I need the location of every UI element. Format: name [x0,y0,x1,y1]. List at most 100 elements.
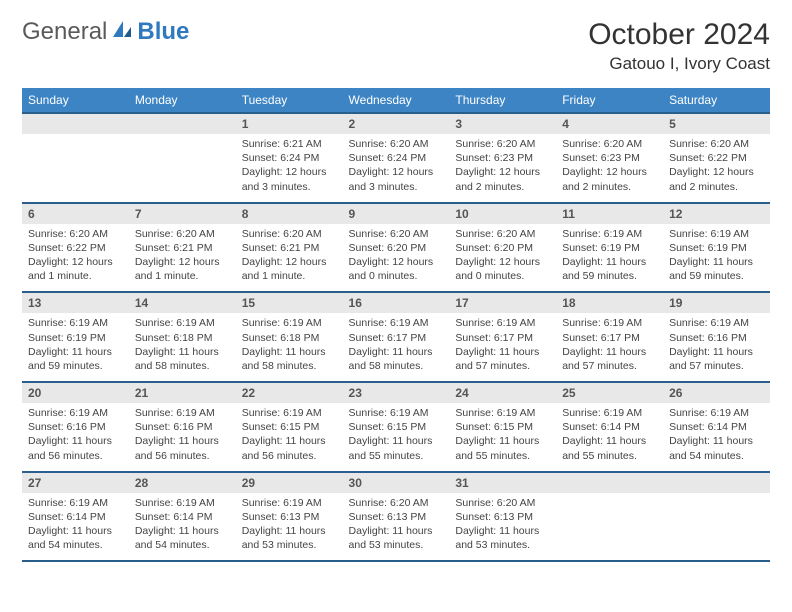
day-body: Sunrise: 6:20 AMSunset: 6:22 PMDaylight:… [663,134,770,202]
sunrise-line: Sunrise: 6:19 AM [562,406,657,420]
sunrise-line: Sunrise: 6:20 AM [349,227,444,241]
logo-text-blue: Blue [137,18,189,46]
calendar-row: 13Sunrise: 6:19 AMSunset: 6:19 PMDayligh… [22,292,770,382]
day-number: 28 [129,473,236,493]
calendar-cell: 8Sunrise: 6:20 AMSunset: 6:21 PMDaylight… [236,203,343,293]
empty-day [663,473,770,493]
daylight-line: Daylight: 11 hours and 54 minutes. [669,434,764,462]
day-number: 9 [343,204,450,224]
day-number: 12 [663,204,770,224]
day-body: Sunrise: 6:20 AMSunset: 6:23 PMDaylight:… [556,134,663,202]
day-body: Sunrise: 6:19 AMSunset: 6:16 PMDaylight:… [129,403,236,471]
sunset-line: Sunset: 6:15 PM [455,420,550,434]
sunset-line: Sunset: 6:18 PM [135,331,230,345]
calendar-cell: 1Sunrise: 6:21 AMSunset: 6:24 PMDaylight… [236,113,343,203]
daylight-line: Daylight: 11 hours and 57 minutes. [455,345,550,373]
sunrise-line: Sunrise: 6:19 AM [135,316,230,330]
sunset-line: Sunset: 6:14 PM [562,420,657,434]
logo: General Blue [22,18,189,46]
calendar-cell [556,472,663,562]
day-body: Sunrise: 6:19 AMSunset: 6:17 PMDaylight:… [449,313,556,381]
sunrise-line: Sunrise: 6:19 AM [669,227,764,241]
calendar-row: 27Sunrise: 6:19 AMSunset: 6:14 PMDayligh… [22,472,770,562]
sunrise-line: Sunrise: 6:19 AM [669,316,764,330]
daylight-line: Daylight: 12 hours and 3 minutes. [349,165,444,193]
sunrise-line: Sunrise: 6:19 AM [28,316,123,330]
sunset-line: Sunset: 6:23 PM [455,151,550,165]
daylight-line: Daylight: 11 hours and 54 minutes. [28,524,123,552]
day-body: Sunrise: 6:19 AMSunset: 6:15 PMDaylight:… [236,403,343,471]
day-body: Sunrise: 6:20 AMSunset: 6:24 PMDaylight:… [343,134,450,202]
page-title: October 2024 [588,18,770,52]
daylight-line: Daylight: 11 hours and 59 minutes. [28,345,123,373]
daylight-line: Daylight: 11 hours and 58 minutes. [349,345,444,373]
calendar-cell: 28Sunrise: 6:19 AMSunset: 6:14 PMDayligh… [129,472,236,562]
sunset-line: Sunset: 6:15 PM [349,420,444,434]
daylight-line: Daylight: 11 hours and 56 minutes. [28,434,123,462]
calendar-cell: 9Sunrise: 6:20 AMSunset: 6:20 PMDaylight… [343,203,450,293]
sunset-line: Sunset: 6:24 PM [242,151,337,165]
sunrise-line: Sunrise: 6:20 AM [455,227,550,241]
day-number: 8 [236,204,343,224]
calendar-cell: 5Sunrise: 6:20 AMSunset: 6:22 PMDaylight… [663,113,770,203]
sunrise-line: Sunrise: 6:19 AM [562,227,657,241]
sunrise-line: Sunrise: 6:20 AM [669,137,764,151]
sunset-line: Sunset: 6:14 PM [669,420,764,434]
sunrise-line: Sunrise: 6:20 AM [349,496,444,510]
calendar-cell: 4Sunrise: 6:20 AMSunset: 6:23 PMDaylight… [556,113,663,203]
calendar-cell: 19Sunrise: 6:19 AMSunset: 6:16 PMDayligh… [663,292,770,382]
day-number: 2 [343,114,450,134]
daylight-line: Daylight: 12 hours and 3 minutes. [242,165,337,193]
daylight-line: Daylight: 11 hours and 53 minutes. [349,524,444,552]
sunrise-line: Sunrise: 6:20 AM [562,137,657,151]
calendar-cell: 6Sunrise: 6:20 AMSunset: 6:22 PMDaylight… [22,203,129,293]
weekday-header-row: SundayMondayTuesdayWednesdayThursdayFrid… [22,88,770,113]
calendar-cell: 18Sunrise: 6:19 AMSunset: 6:17 PMDayligh… [556,292,663,382]
calendar-cell: 22Sunrise: 6:19 AMSunset: 6:15 PMDayligh… [236,382,343,472]
day-body [129,134,236,196]
day-number: 29 [236,473,343,493]
calendar-cell: 16Sunrise: 6:19 AMSunset: 6:17 PMDayligh… [343,292,450,382]
daylight-line: Daylight: 12 hours and 0 minutes. [455,255,550,283]
calendar-cell: 2Sunrise: 6:20 AMSunset: 6:24 PMDaylight… [343,113,450,203]
day-number: 13 [22,293,129,313]
sunset-line: Sunset: 6:20 PM [349,241,444,255]
calendar-cell: 24Sunrise: 6:19 AMSunset: 6:15 PMDayligh… [449,382,556,472]
day-body: Sunrise: 6:21 AMSunset: 6:24 PMDaylight:… [236,134,343,202]
day-body: Sunrise: 6:19 AMSunset: 6:19 PMDaylight:… [22,313,129,381]
calendar-cell: 10Sunrise: 6:20 AMSunset: 6:20 PMDayligh… [449,203,556,293]
daylight-line: Daylight: 11 hours and 56 minutes. [242,434,337,462]
day-number: 22 [236,383,343,403]
sunset-line: Sunset: 6:22 PM [28,241,123,255]
location: Gatouo I, Ivory Coast [588,54,770,74]
sunrise-line: Sunrise: 6:21 AM [242,137,337,151]
calendar-cell: 17Sunrise: 6:19 AMSunset: 6:17 PMDayligh… [449,292,556,382]
daylight-line: Daylight: 11 hours and 55 minutes. [562,434,657,462]
calendar-cell [663,472,770,562]
day-body: Sunrise: 6:20 AMSunset: 6:21 PMDaylight:… [236,224,343,292]
calendar-cell: 31Sunrise: 6:20 AMSunset: 6:13 PMDayligh… [449,472,556,562]
day-body: Sunrise: 6:19 AMSunset: 6:19 PMDaylight:… [556,224,663,292]
empty-day [129,114,236,134]
weekday-header: Monday [129,88,236,113]
daylight-line: Daylight: 12 hours and 1 minute. [242,255,337,283]
calendar-cell: 11Sunrise: 6:19 AMSunset: 6:19 PMDayligh… [556,203,663,293]
sunrise-line: Sunrise: 6:20 AM [135,227,230,241]
day-number: 30 [343,473,450,493]
sunset-line: Sunset: 6:19 PM [562,241,657,255]
sunset-line: Sunset: 6:16 PM [669,331,764,345]
day-body: Sunrise: 6:19 AMSunset: 6:14 PMDaylight:… [22,493,129,561]
sunset-line: Sunset: 6:16 PM [135,420,230,434]
day-body: Sunrise: 6:20 AMSunset: 6:20 PMDaylight:… [449,224,556,292]
day-number: 31 [449,473,556,493]
sunrise-line: Sunrise: 6:19 AM [28,496,123,510]
day-number: 14 [129,293,236,313]
calendar-row: 1Sunrise: 6:21 AMSunset: 6:24 PMDaylight… [22,113,770,203]
empty-day [22,114,129,134]
sunrise-line: Sunrise: 6:20 AM [349,137,444,151]
sunset-line: Sunset: 6:22 PM [669,151,764,165]
day-number: 1 [236,114,343,134]
sunrise-line: Sunrise: 6:19 AM [242,316,337,330]
sunset-line: Sunset: 6:17 PM [562,331,657,345]
day-body: Sunrise: 6:20 AMSunset: 6:13 PMDaylight:… [449,493,556,561]
